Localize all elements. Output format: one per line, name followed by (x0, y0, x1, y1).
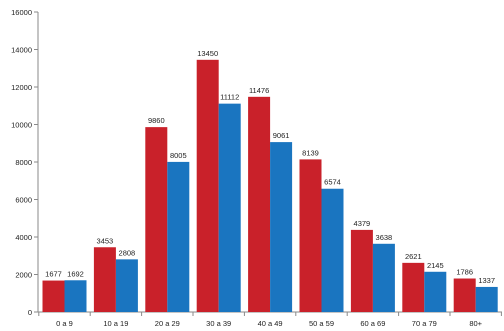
bar-series-1 (248, 96, 271, 312)
bar-series-1 (42, 280, 65, 312)
x-axis: 0 a 9 10 a 19 20 a 29 30 a 39 40 a 49 50 a 59… (38, 311, 502, 328)
data-label: 11476 (249, 86, 269, 95)
bars (42, 59, 498, 313)
bar-series-1 (350, 229, 373, 312)
x-tick-label: 70 a 79 (412, 319, 437, 326)
y-tick-label: 6000 (15, 196, 32, 205)
data-label: 9860 (148, 116, 165, 125)
y-tick-label: 16000 (11, 8, 32, 17)
data-label: 2145 (427, 261, 444, 270)
y-tick-label: 8000 (15, 158, 32, 167)
x-tick-label: 20 a 29 (155, 319, 180, 326)
bar-series-1 (402, 262, 425, 312)
data-label: 3638 (376, 233, 393, 242)
bar-series-2 (218, 103, 241, 313)
data-label: 9061 (273, 131, 290, 140)
bar-series-2 (270, 142, 293, 312)
bar-series-1 (93, 247, 116, 312)
bar-series-1 (299, 159, 322, 312)
x-tick-label: 50 a 59 (309, 319, 334, 326)
data-label: 6574 (324, 178, 341, 187)
data-label: 13450 (197, 49, 218, 58)
x-tick-label: 30 a 39 (206, 319, 231, 326)
x-tick-label: 0 a 9 (56, 319, 73, 326)
bar-series-1 (145, 127, 168, 312)
bar-series-2 (167, 161, 190, 312)
y-tick-label: 2000 (15, 271, 32, 280)
y-tick-label: 12000 (11, 83, 32, 92)
data-label: 8139 (302, 148, 319, 157)
data-label: 2808 (119, 248, 136, 257)
data-labels: 1677 1692 3453 2808 9860 8005 13450 11112 11476 9… (45, 49, 495, 285)
x-tick-label: 60 a 69 (360, 319, 385, 326)
data-label: 4379 (354, 219, 371, 228)
y-tick-label: 4000 (15, 233, 32, 242)
bar-series-1 (453, 278, 476, 312)
data-label: 2621 (405, 252, 422, 261)
y-axis: 0 2000 4000 6000 8000 10000 12000 14000 16000 (11, 8, 39, 317)
y-tick-label: 14000 (11, 46, 32, 55)
y-tick-label: 0 (28, 308, 32, 317)
data-label: 1786 (456, 268, 473, 277)
data-label: 1337 (478, 276, 495, 285)
bar-series-2 (424, 271, 447, 312)
x-tick-label: 10 a 19 (103, 319, 128, 326)
bar-series-2 (115, 259, 138, 312)
x-tick-label: 40 a 49 (258, 319, 283, 326)
bar-series-1 (196, 59, 219, 312)
x-tick-label: 80+ (469, 319, 482, 326)
bar-series-2 (321, 188, 344, 312)
bar-series-2 (475, 286, 498, 312)
bar-series-2 (64, 280, 87, 312)
data-label: 1677 (45, 270, 62, 279)
data-label: 11112 (220, 93, 239, 102)
bar-series-2 (372, 243, 395, 312)
y-tick-label: 10000 (11, 121, 32, 130)
data-label: 1692 (67, 269, 84, 278)
data-label: 8005 (170, 151, 187, 160)
data-label: 3453 (97, 236, 114, 245)
